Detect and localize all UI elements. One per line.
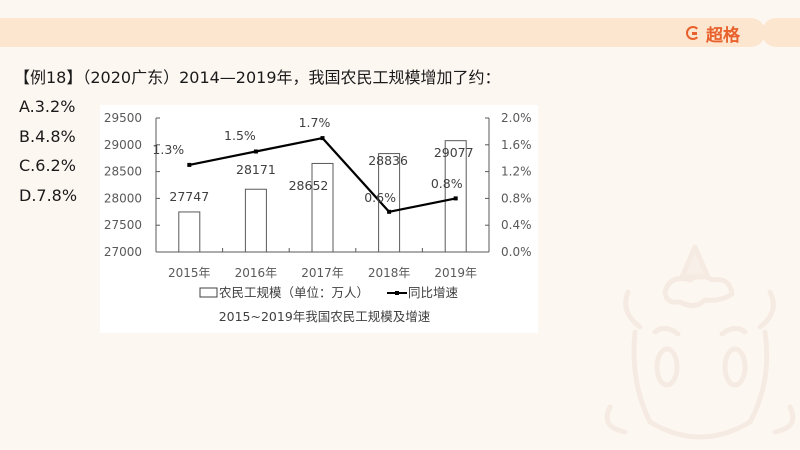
left-tick-label: 29000 (104, 138, 142, 152)
chart-canvas: 29500 29000 28500 28000 27500 27000 2.0% 1.6% 1.… (104, 111, 532, 324)
bar-value-label: 28836 (368, 153, 408, 168)
line-marker (320, 136, 325, 141)
bar (311, 162, 334, 253)
bar-value-label: 29077 (434, 145, 474, 160)
left-tick-label: 27000 (104, 245, 142, 259)
x-tick-label: 2018年 (368, 266, 411, 280)
line-marker (453, 196, 458, 201)
left-tick-label: 28000 (104, 191, 142, 205)
bar-value-label: 28652 (289, 178, 329, 193)
right-tick-label: 0.8% (501, 191, 532, 205)
line-value-label: 0.8% (431, 176, 463, 191)
line-marker (187, 162, 192, 167)
legend-line-label: 同比增速 (408, 285, 459, 300)
bar-value-label: 27747 (169, 189, 209, 204)
left-tick-label: 28500 (104, 165, 142, 179)
right-tick-label: 1.6% (501, 138, 532, 152)
top-banner-tab (762, 18, 800, 47)
legend-line-marker (395, 291, 399, 295)
legend-bar-swatch (199, 287, 218, 298)
right-tick-label: 0.4% (501, 218, 532, 232)
right-tick-label: 1.2% (501, 165, 532, 179)
question-text: 【例18】（2020广东）2014—2019年，我国农民工规模增加了约： (14, 68, 501, 87)
line-marker (253, 149, 258, 154)
g-logo-icon (686, 26, 700, 40)
answer-options: A.3.2% B.4.8% C.6.2% D.7.8% (19, 92, 77, 210)
x-tick-label: 2019年 (434, 266, 477, 280)
bar (444, 140, 467, 253)
line-value-label: 1.5% (224, 128, 256, 143)
chart-title: 2015~2019年我国农民工规模及增速 (219, 309, 431, 324)
top-banner (0, 18, 765, 47)
line-value-label: 1.3% (152, 142, 184, 157)
bar (244, 188, 267, 253)
x-tick-label: 2017年 (301, 266, 344, 280)
brand: 超格 (686, 20, 740, 46)
left-tick-label: 29500 (104, 111, 142, 125)
line-value-label: 0.6% (364, 190, 396, 205)
option-b: B.4.8% (19, 126, 76, 146)
unicorn-mascot-icon (604, 244, 796, 440)
legend-bar-label: 农民工规模（单位：万人） (219, 285, 369, 300)
x-tick-label: 2016年 (235, 266, 278, 280)
line-marker (387, 209, 392, 214)
option-c: C.6.2% (19, 156, 76, 175)
chart: 29500 29000 28500 28000 27500 27000 2.0% 1.6% 1.… (100, 105, 538, 333)
brand-name: 超格 (706, 25, 740, 46)
option-d: D.7.8% (19, 185, 78, 205)
bar (378, 153, 401, 253)
option-a: A.3.2% (19, 97, 76, 116)
line-value-label: 1.7% (299, 115, 331, 130)
right-tick-label: 0.0% (501, 245, 532, 259)
right-tick-label: 2.0% (501, 111, 532, 125)
x-tick-label: 2015年 (168, 266, 211, 280)
left-tick-label: 27500 (104, 218, 142, 232)
bar (178, 211, 201, 253)
bar-value-label: 28171 (236, 162, 276, 177)
